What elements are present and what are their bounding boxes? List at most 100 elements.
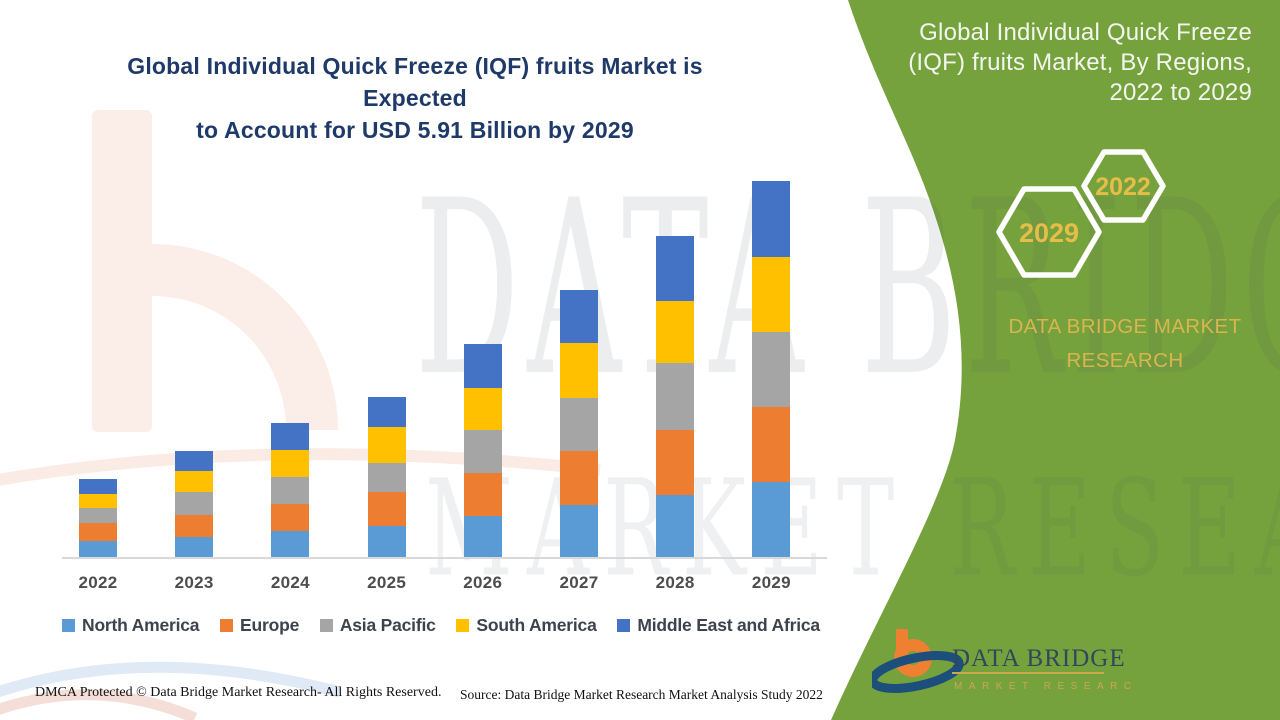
hexagon-2022 — [1081, 149, 1166, 223]
x-axis-label-2028: 2028 — [655, 573, 695, 592]
legend-swatch-north-america — [62, 619, 75, 632]
bar-segment-north-america — [560, 505, 598, 557]
bar-segment-south-america — [367, 427, 406, 463]
hexagon-2029 — [996, 186, 1102, 278]
brand-name-line1: DATA BRIDGE MARKET — [1008, 315, 1242, 338]
bar-segment-middle-east-and-africa — [367, 397, 406, 427]
bar-segment-middle-east-and-africa — [463, 344, 502, 388]
chart-title-line2: to Account for USD 5.91 Billion by 2029 — [196, 117, 634, 143]
bar-segment-middle-east-and-africa — [175, 451, 214, 471]
bar-segment-north-america — [367, 526, 406, 557]
legend-label-asia-pacific: Asia Pacific — [339, 615, 436, 635]
bar-2029 — [752, 181, 791, 557]
bar-segment-middle-east-and-africa — [560, 290, 598, 343]
brand-name-line2: RESEARCH — [1066, 349, 1184, 372]
bar-segment-asia-pacific — [752, 332, 791, 407]
bar-segment-middle-east-and-africa — [79, 479, 117, 494]
bar-segment-north-america — [175, 537, 214, 557]
legend-swatch-europe — [220, 619, 234, 632]
dmca-text: DMCA Protected © Data Bridge Market Rese… — [35, 685, 442, 700]
legend-label-europe: Europe — [240, 615, 300, 635]
bar-segment-europe — [175, 515, 214, 537]
bar-segment-north-america — [752, 482, 791, 557]
bar-segment-south-america — [656, 301, 695, 363]
x-axis-label-2022: 2022 — [78, 573, 118, 592]
bar-segment-south-america — [271, 450, 310, 477]
bar-segment-south-america — [463, 388, 502, 430]
bar-segment-middle-east-and-africa — [271, 423, 310, 450]
bar-2027 — [560, 290, 598, 557]
legend-swatch-asia-pacific — [319, 619, 333, 632]
legend-item-south-america: South America — [456, 615, 597, 636]
bar-2024 — [271, 423, 310, 557]
bar-segment-europe — [656, 430, 695, 495]
dbmr-logo-graphic: DATA BRIDGE MARKET RESEARCH — [868, 629, 1145, 693]
x-axis-label-2023: 2023 — [174, 573, 214, 592]
x-axis-label-2024: 2024 — [270, 573, 310, 592]
source-text: Source: Data Bridge Market Research Mark… — [460, 687, 823, 702]
panel-title-line1: Global Individual Quick Freeze — [919, 19, 1252, 46]
legend-item-europe: Europe — [220, 615, 299, 636]
stacked-bar-chart: 2022 2023 2024 2025 2026 2027 2028 2029 — [60, 170, 835, 592]
panel-title-line3: 2022 to 2029 — [1109, 79, 1252, 106]
bar-2022 — [79, 479, 117, 557]
bar-2026 — [463, 344, 502, 557]
dbmr-logo: DATA BRIDGE MARKET RESEARCH — [868, 623, 1145, 718]
chart-legend: North America Europe Asia Pacific South Ame… — [62, 615, 820, 636]
bar-segment-asia-pacific — [79, 508, 117, 523]
watermark-b-bowl — [151, 244, 338, 431]
legend-swatch-south-america — [456, 619, 470, 632]
bar-segment-europe — [752, 407, 791, 482]
bar-2023 — [175, 451, 214, 557]
bar-segment-asia-pacific — [560, 398, 598, 451]
chart-title-line1: Global Individual Quick Freeze (IQF) fru… — [127, 53, 703, 111]
bar-segment-middle-east-and-africa — [752, 181, 791, 257]
bar-segment-asia-pacific — [463, 430, 502, 473]
bar-segment-asia-pacific — [175, 492, 214, 515]
bar-segment-south-america — [752, 257, 791, 332]
green-panel-shape — [831, 0, 1280, 720]
panel-title-line2: (IQF) fruits Market, By Regions, — [908, 49, 1252, 76]
bar-2025 — [367, 397, 406, 557]
bar-segment-asia-pacific — [656, 363, 695, 430]
x-axis-label-2025: 2025 — [367, 573, 407, 592]
logo-underline — [952, 672, 1104, 674]
bar-segment-south-america — [560, 343, 598, 398]
watermark-b-logo — [92, 110, 338, 432]
bar-segment-asia-pacific — [271, 477, 310, 504]
bar-segment-europe — [79, 523, 117, 541]
bar-segment-south-america — [175, 471, 214, 492]
bar-segment-middle-east-and-africa — [656, 236, 695, 301]
hexagon-2029-label: 2029 — [1019, 218, 1079, 248]
chart-title: Global Individual Quick Freeze (IQF) fru… — [75, 50, 755, 146]
legend-swatch-middle-east-and-africa — [617, 619, 631, 632]
x-axis-label-2027: 2027 — [559, 573, 599, 592]
bar-segment-europe — [463, 473, 502, 516]
x-axis-label-2026: 2026 — [463, 573, 503, 592]
bar-segment-north-america — [79, 541, 117, 557]
logo-subtitle-text: MARKET RESEARCH — [954, 681, 1132, 692]
hexagon-badges: 2029 2022 — [996, 149, 1166, 278]
bar-2028 — [656, 236, 695, 557]
legend-label-middle-east-and-africa: Middle East and Africa — [637, 615, 820, 635]
legend-item-middle-east-and-africa: Middle East and Africa — [617, 615, 820, 636]
logo-swoosh — [868, 651, 964, 693]
bar-segment-europe — [271, 504, 310, 531]
x-axis-line — [62, 557, 827, 559]
watermark-b-bar — [92, 110, 152, 432]
bar-segment-south-america — [79, 494, 117, 508]
bar-segment-north-america — [463, 516, 502, 557]
hexagon-2022-label: 2022 — [1095, 173, 1151, 201]
logo-name-text: DATA BRIDGE — [952, 645, 1126, 672]
legend-item-asia-pacific: Asia Pacific — [319, 615, 436, 636]
bar-segment-north-america — [271, 531, 310, 557]
legend-label-south-america: South America — [476, 615, 597, 635]
panel-title: Global Individual Quick Freeze (IQF) fru… — [900, 18, 1252, 108]
legend-item-north-america: North America — [62, 615, 200, 636]
legend-label-north-america: North America — [82, 615, 200, 635]
bar-segment-asia-pacific — [367, 463, 406, 492]
bar-segment-north-america — [656, 495, 695, 557]
